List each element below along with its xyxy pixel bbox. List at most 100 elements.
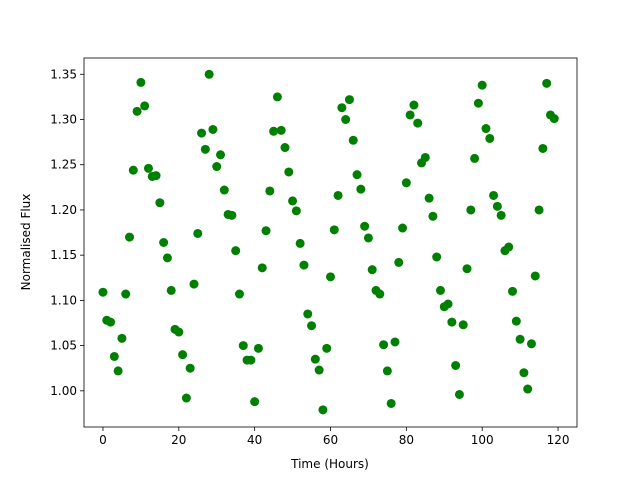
point bbox=[458, 320, 468, 330]
point bbox=[435, 285, 445, 295]
point bbox=[189, 279, 199, 289]
point bbox=[234, 289, 244, 299]
point bbox=[401, 178, 411, 188]
point bbox=[360, 221, 370, 231]
y-tick-label: 1.15 bbox=[50, 248, 77, 262]
x-tick-label: 100 bbox=[471, 433, 494, 447]
point bbox=[288, 196, 298, 206]
point bbox=[329, 225, 339, 235]
point bbox=[496, 210, 506, 220]
point bbox=[219, 185, 229, 195]
point bbox=[511, 316, 521, 326]
point bbox=[508, 286, 518, 296]
point bbox=[98, 287, 108, 297]
point bbox=[462, 264, 472, 274]
point bbox=[379, 340, 389, 350]
point bbox=[473, 98, 483, 108]
point bbox=[413, 118, 423, 128]
point bbox=[515, 334, 525, 344]
point bbox=[185, 363, 195, 373]
point bbox=[432, 252, 442, 262]
point bbox=[549, 114, 559, 124]
y-tick-label: 1.35 bbox=[50, 67, 77, 81]
point bbox=[390, 337, 400, 347]
point bbox=[303, 309, 313, 319]
point bbox=[212, 162, 222, 172]
point bbox=[519, 368, 529, 378]
point bbox=[394, 257, 404, 267]
x-tick-label: 0 bbox=[99, 433, 107, 447]
point bbox=[204, 69, 214, 79]
point bbox=[178, 350, 188, 360]
point bbox=[363, 233, 373, 243]
point bbox=[246, 355, 256, 365]
point bbox=[534, 205, 544, 215]
point bbox=[447, 317, 457, 327]
point bbox=[326, 272, 335, 282]
x-tick-label: 40 bbox=[247, 433, 262, 447]
point bbox=[451, 361, 461, 370]
point bbox=[181, 393, 191, 403]
point bbox=[136, 77, 146, 87]
point bbox=[140, 101, 150, 111]
point bbox=[352, 170, 362, 180]
point bbox=[208, 124, 218, 134]
point bbox=[143, 163, 153, 173]
point bbox=[121, 289, 131, 299]
point bbox=[344, 95, 354, 105]
point bbox=[166, 285, 176, 295]
point bbox=[125, 232, 135, 242]
point bbox=[322, 343, 332, 353]
point bbox=[269, 126, 279, 136]
point bbox=[538, 143, 548, 153]
point bbox=[526, 339, 536, 349]
point bbox=[299, 260, 309, 270]
point bbox=[530, 271, 540, 281]
point bbox=[193, 228, 203, 238]
point bbox=[257, 263, 267, 273]
y-tick-label: 1.00 bbox=[50, 384, 77, 398]
point bbox=[481, 124, 491, 134]
point bbox=[174, 327, 184, 337]
point bbox=[341, 115, 351, 124]
point bbox=[307, 321, 317, 331]
point bbox=[238, 341, 248, 351]
point bbox=[386, 398, 396, 408]
point bbox=[216, 150, 226, 160]
point bbox=[284, 167, 294, 177]
point bbox=[405, 110, 415, 120]
point bbox=[200, 144, 210, 154]
point bbox=[227, 210, 237, 220]
point bbox=[424, 193, 434, 203]
y-tick-label: 1.10 bbox=[50, 293, 77, 307]
point bbox=[428, 211, 438, 221]
point bbox=[291, 206, 301, 216]
point bbox=[443, 299, 453, 309]
point bbox=[310, 354, 320, 364]
point bbox=[314, 365, 324, 375]
y-tick-label: 1.25 bbox=[50, 158, 77, 172]
point bbox=[265, 186, 275, 196]
point bbox=[333, 190, 343, 200]
point bbox=[477, 80, 487, 90]
point bbox=[337, 103, 347, 113]
x-tick-label: 20 bbox=[171, 433, 186, 447]
point bbox=[398, 223, 408, 233]
point bbox=[250, 397, 260, 407]
point bbox=[272, 92, 282, 102]
point bbox=[231, 246, 241, 256]
point bbox=[409, 100, 419, 110]
x-axis-label: Time (Hours) bbox=[290, 457, 369, 471]
point bbox=[542, 78, 552, 88]
point bbox=[197, 128, 207, 138]
point bbox=[504, 242, 514, 252]
point bbox=[318, 405, 328, 415]
point bbox=[367, 265, 377, 275]
x-tick-label: 80 bbox=[399, 433, 414, 447]
point bbox=[295, 238, 305, 248]
point bbox=[117, 333, 127, 343]
point bbox=[155, 198, 165, 208]
point bbox=[454, 389, 464, 399]
point bbox=[489, 190, 499, 200]
y-tick-label: 1.05 bbox=[50, 339, 77, 353]
